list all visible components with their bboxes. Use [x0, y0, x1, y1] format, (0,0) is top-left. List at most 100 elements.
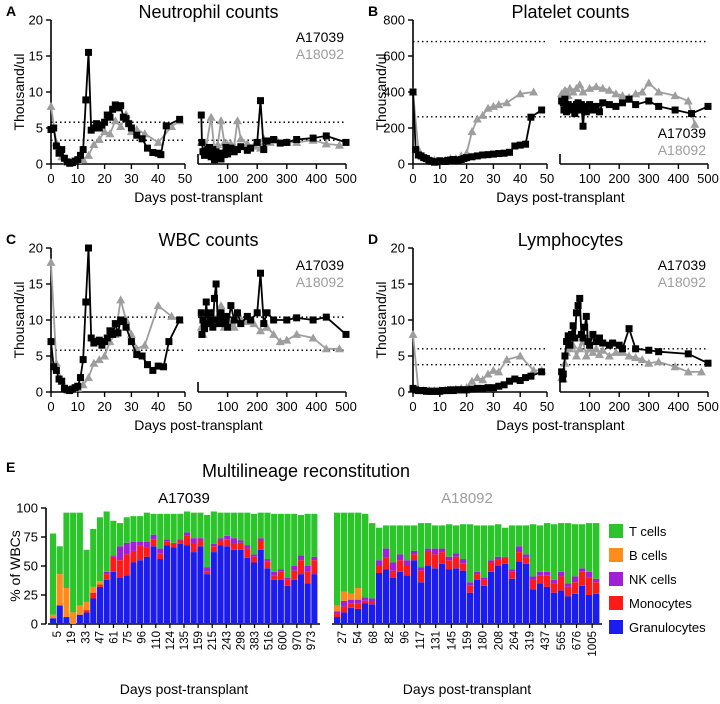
- data-point: [538, 106, 546, 114]
- bar-segment-t-cells: [530, 524, 537, 577]
- data-point: [505, 377, 513, 385]
- data-point: [683, 367, 693, 376]
- panel-letter: C: [6, 231, 16, 247]
- data-point: [84, 150, 94, 159]
- data-point: [236, 134, 246, 143]
- data-point: [202, 298, 210, 306]
- data-point: [133, 131, 141, 139]
- x-tick-label: 300: [638, 399, 660, 414]
- bar-segment-nk-cells: [369, 598, 376, 602]
- bar-segment-granulocytes: [90, 598, 97, 624]
- data-point: [110, 116, 120, 125]
- x-axis-title: Days post-transplant: [120, 681, 249, 697]
- x-tick-label: 180: [478, 631, 490, 650]
- x-tick-label: 30: [486, 399, 500, 414]
- data-point: [574, 302, 582, 310]
- data-point: [484, 384, 492, 392]
- data-point: [206, 112, 216, 121]
- bar-segment-monocytes: [593, 582, 600, 594]
- data-point: [334, 344, 344, 353]
- x-tick-label: 400: [306, 171, 328, 186]
- bar-segment-monocytes: [157, 553, 164, 560]
- data-point: [50, 363, 58, 371]
- x-tick-label: 0: [409, 399, 416, 414]
- data-point: [586, 101, 594, 109]
- bar-segment-nk-cells: [425, 548, 432, 551]
- bar-segment-monocytes: [502, 557, 509, 564]
- data-point: [584, 338, 592, 346]
- data-point: [595, 334, 603, 342]
- bar-segment-t-cells: [137, 516, 144, 542]
- bar-segment-nk-cells: [177, 539, 184, 541]
- x-axis-title: Days post-transplant: [403, 681, 532, 697]
- data-point: [55, 149, 63, 157]
- bar-segment-nk-cells: [523, 554, 530, 558]
- bar-segment-t-cells: [446, 524, 453, 557]
- data-point: [219, 316, 227, 324]
- bar-segment-monocytes: [244, 548, 251, 558]
- data-point: [472, 114, 482, 123]
- bar-segment-nk-cells: [170, 542, 177, 544]
- data-point: [478, 110, 488, 119]
- data-point: [683, 96, 693, 105]
- data-point: [140, 340, 150, 349]
- x-tick-label: 676: [572, 631, 584, 650]
- data-point: [89, 358, 99, 367]
- bar-segment-nk-cells: [264, 559, 271, 562]
- data-point: [85, 244, 93, 252]
- data-point: [617, 91, 627, 100]
- data-point: [489, 150, 497, 158]
- data-point: [293, 136, 301, 144]
- data-point: [87, 334, 95, 342]
- panel-letter: D: [368, 231, 378, 247]
- data-point: [237, 320, 245, 328]
- data-point: [579, 122, 587, 130]
- data-point: [645, 97, 653, 105]
- x-tick-label: 159: [462, 631, 474, 650]
- bar-segment-t-cells: [117, 523, 124, 547]
- data-point: [283, 138, 291, 146]
- bar-segment-t-cells: [439, 525, 446, 549]
- bar-segment-granulocytes: [210, 552, 217, 624]
- bar-segment-t-cells: [481, 525, 488, 578]
- data-point: [581, 323, 589, 331]
- bar-segment-granulocytes: [311, 574, 318, 624]
- data-point: [82, 96, 90, 104]
- x-tick-label: 243: [221, 631, 233, 650]
- data-point: [114, 329, 122, 337]
- bar-segment-monocytes: [397, 560, 404, 572]
- x-tick-label: 10: [71, 399, 85, 414]
- data-point: [463, 154, 471, 162]
- data-point: [176, 115, 184, 123]
- data-point: [655, 348, 663, 356]
- bar-segment-nk-cells: [297, 555, 304, 561]
- x-tick-label: 600: [278, 631, 290, 650]
- data-point: [214, 316, 222, 324]
- data-point: [216, 301, 226, 310]
- data-point: [561, 352, 569, 360]
- x-tick-label: 973: [306, 631, 318, 650]
- data-point: [308, 333, 318, 342]
- legend-entry: A18092: [296, 274, 344, 290]
- panel-letter: E: [6, 459, 15, 475]
- data-point: [468, 153, 476, 161]
- data-point: [138, 135, 146, 143]
- data-point: [217, 309, 225, 317]
- bar-segment-monocytes: [96, 584, 103, 587]
- y-tick-label: 50: [24, 559, 38, 574]
- bar-segment-nk-cells: [481, 577, 488, 580]
- bar-segment-t-cells: [411, 525, 418, 551]
- data-point: [571, 110, 579, 118]
- data-point: [571, 351, 581, 360]
- data-point: [568, 102, 576, 110]
- bar-segment-granulocytes: [502, 563, 509, 624]
- bar-segment-nk-cells: [376, 560, 383, 566]
- y-tick-label: 0: [36, 157, 43, 172]
- panel-c: C WBC counts 0 5 10 15 20 Thousand/ul 0 10 20 30 40 5…: [6, 230, 357, 433]
- bar-segment-monocytes: [130, 550, 137, 563]
- bar-segment-monocytes: [137, 545, 144, 561]
- bar-segment-granulocytes: [376, 572, 383, 624]
- bar-segment-t-cells: [130, 516, 137, 542]
- bar-segment-granulocytes: [117, 577, 124, 624]
- x-tick-label: 0: [47, 399, 54, 414]
